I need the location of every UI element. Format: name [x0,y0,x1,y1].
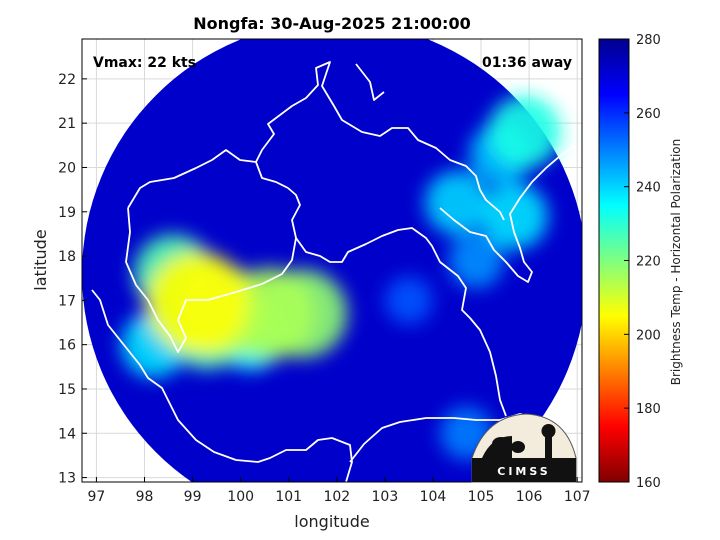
cold-feature [481,183,548,250]
x-tick-label: 102 [323,489,350,505]
colorbar-tick-label: 220 [636,255,661,270]
x-tick-label: 104 [420,489,447,505]
cold-feature [448,232,504,289]
x-axis-label: longitude [294,512,369,531]
swath-disk [82,39,582,482]
colorbar-tick-label: 260 [636,107,661,122]
y-tick-label: 21 [58,116,76,132]
vmax-annotation: Vmax: 22 kts [93,55,196,71]
x-tick-label: 101 [275,489,302,505]
y-tick-label: 13 [58,471,76,487]
away-annotation: 01:36 away [482,55,572,71]
y-tick-label: 18 [58,249,76,265]
x-tick-label: 105 [468,489,495,505]
y-axis-ticks: 13 14 15 16 17 18 19 20 21 22 [58,72,87,487]
logo-text: CIMSS [497,465,550,478]
y-tick-label: 17 [58,293,76,309]
cold-feature [385,276,433,325]
x-tick-label: 98 [136,489,154,505]
x-tick-label: 106 [516,489,543,505]
colorbar-tick-label: 180 [636,402,661,417]
colorbar-ticks: 280 260 240 220 200 180 160 [624,33,661,491]
cold-feature [146,251,249,354]
plot-frame [81,38,583,483]
colorbar-tick-label: 280 [636,33,661,48]
y-tick-label: 19 [58,205,76,221]
chart-title: Nongfa: 30-Aug-2025 21:00:00 [193,14,470,33]
cimss-logo: CIMSS [471,413,577,483]
y-tick-label: 14 [58,426,76,442]
colorbar-label: Brightness Temp - Horizontal Polarizatio… [669,139,683,386]
cold-feature [425,170,489,235]
observatory-icon [482,424,556,458]
cold-feature [487,95,561,169]
x-tick-label: 99 [184,489,202,505]
x-tick-label: 107 [564,489,591,505]
coastlines [91,61,575,482]
y-tick-label: 15 [58,382,76,398]
y-tick-label: 16 [58,338,76,354]
x-tick-label: 103 [372,489,399,505]
y-tick-label: 20 [58,160,76,176]
colorbar-tick-label: 160 [636,476,661,491]
x-axis-ticks: 97 98 99 100 101 102 103 104 105 106 107 [88,477,591,505]
y-tick-label: 22 [58,72,76,88]
colorbar-tick-label: 200 [636,328,661,343]
y-axis-label: latitude [31,229,50,290]
colorbar-tick-label: 240 [636,181,661,196]
x-tick-label: 100 [227,489,254,505]
x-tick-label: 97 [88,489,106,505]
